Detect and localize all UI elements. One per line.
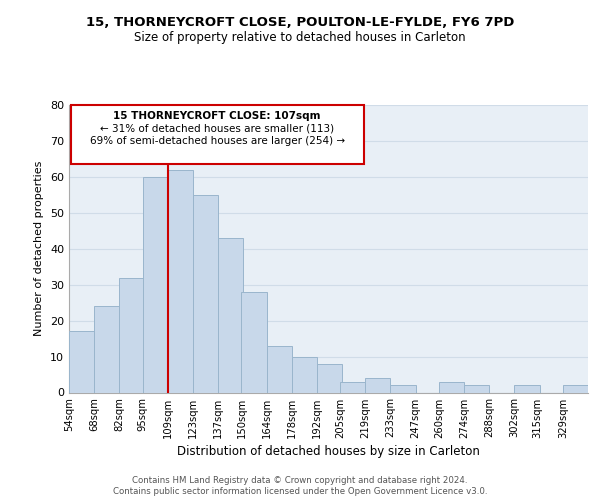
Text: 15, THORNEYCROFT CLOSE, POULTON-LE-FYLDE, FY6 7PD: 15, THORNEYCROFT CLOSE, POULTON-LE-FYLDE… bbox=[86, 16, 514, 29]
Bar bbox=[391, 386, 416, 392]
Text: 69% of semi-detached houses are larger (254) →: 69% of semi-detached houses are larger (… bbox=[89, 136, 345, 146]
Text: Contains HM Land Registry data © Crown copyright and database right 2024.: Contains HM Land Registry data © Crown c… bbox=[132, 476, 468, 485]
Y-axis label: Number of detached properties: Number of detached properties bbox=[34, 161, 44, 336]
Text: Size of property relative to detached houses in Carleton: Size of property relative to detached ho… bbox=[134, 31, 466, 44]
Bar bbox=[69, 332, 94, 392]
Bar bbox=[514, 386, 539, 392]
Bar bbox=[71, 105, 364, 164]
Bar bbox=[94, 306, 119, 392]
Text: ← 31% of detached houses are smaller (113): ← 31% of detached houses are smaller (11… bbox=[100, 124, 334, 134]
Text: Contains public sector information licensed under the Open Government Licence v3: Contains public sector information licen… bbox=[113, 487, 487, 496]
Bar bbox=[218, 238, 243, 392]
Bar bbox=[168, 170, 193, 392]
Bar bbox=[241, 292, 266, 392]
Bar bbox=[365, 378, 391, 392]
Bar bbox=[143, 177, 168, 392]
Bar bbox=[439, 382, 464, 392]
X-axis label: Distribution of detached houses by size in Carleton: Distribution of detached houses by size … bbox=[177, 444, 480, 458]
Bar bbox=[266, 346, 292, 393]
Bar bbox=[340, 382, 365, 392]
Bar bbox=[292, 356, 317, 392]
Bar bbox=[119, 278, 145, 392]
Text: 15 THORNEYCROFT CLOSE: 107sqm: 15 THORNEYCROFT CLOSE: 107sqm bbox=[113, 112, 321, 122]
Bar bbox=[464, 386, 489, 392]
Bar bbox=[317, 364, 342, 392]
Bar bbox=[193, 195, 218, 392]
Bar bbox=[563, 386, 588, 392]
